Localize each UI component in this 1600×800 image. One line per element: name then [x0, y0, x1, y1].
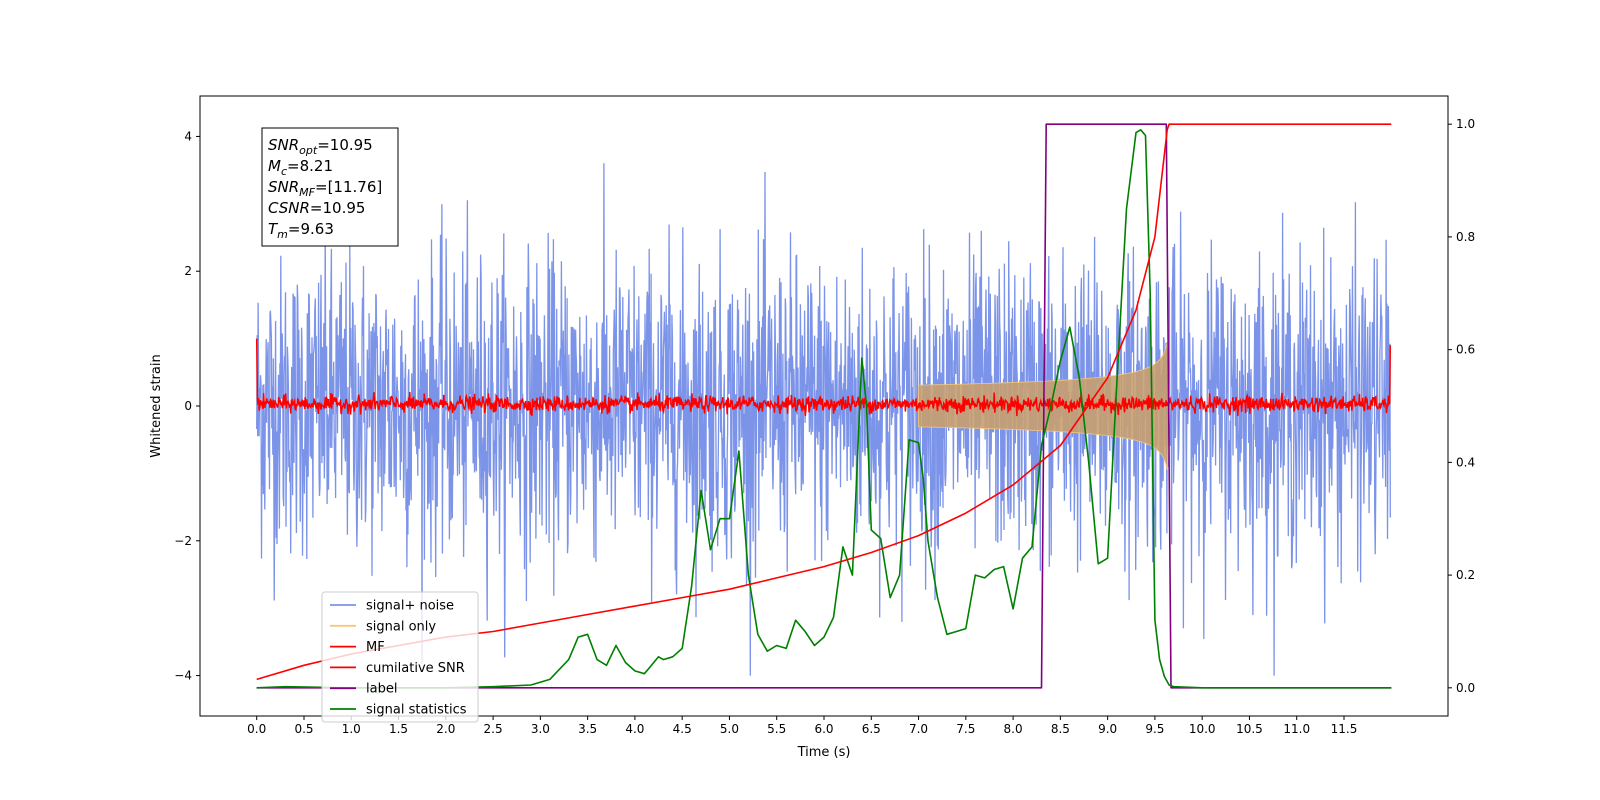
x-tick-label: 9.5: [1145, 722, 1164, 736]
x-tick-label: 1.0: [342, 722, 361, 736]
y2-tick-label: 0.8: [1456, 230, 1475, 244]
x-tick-label: 10.0: [1189, 722, 1216, 736]
legend-label: signal only: [366, 619, 436, 634]
x-tick-label: 3.0: [531, 722, 550, 736]
stats-annotation-box: SNRopt=10.95Mc=8.21SNRMF=[11.76]CSNR=10.…: [261, 127, 399, 247]
x-tick-label: 6.0: [814, 722, 833, 736]
y-axis-label: Whitened strain: [149, 354, 164, 457]
x-tick-label: 5.5: [767, 722, 786, 736]
annotation-line: Tm=9.63: [268, 220, 334, 241]
legend-label: signal+ noise: [366, 599, 454, 614]
legend-label: MF: [366, 640, 385, 655]
series-signal-noise-line: [256, 163, 1391, 676]
x-tick-label: 5.0: [720, 722, 739, 736]
series-signal-statistics-line: [256, 129, 1392, 689]
x-tick-label: 2.0: [436, 722, 455, 736]
x-tick-label: 1.5: [389, 722, 408, 736]
legend: signal+ noise signal only MF cumilative SNR…: [321, 591, 479, 723]
annotation-line: Mc=8.21: [268, 157, 333, 178]
legend-label: label: [366, 682, 397, 697]
axes-layer: 0.0 0.5 1.0 1.5 2.0 2.5 3.0 3.5 4.0 4.5 5.0 5.5 6.0 6…: [174, 117, 1475, 736]
annotation-line: SNRMF=[11.76]: [268, 178, 382, 199]
annotation-line: SNRopt=10.95: [268, 136, 373, 157]
annotation-frame: [261, 127, 399, 247]
x-tick-label: 7.0: [909, 722, 928, 736]
legend-label: signal statistics: [366, 703, 467, 718]
y-tick-label: 2: [184, 264, 192, 278]
annotation-line: CSNR=10.95: [268, 199, 365, 217]
x-tick-label: 10.5: [1236, 722, 1263, 736]
x-tick-label: 6.5: [862, 722, 881, 736]
x-tick-label: 4.0: [625, 722, 644, 736]
x-tick-label: 9.0: [1098, 722, 1117, 736]
x-tick-label: 8.0: [1004, 722, 1023, 736]
x-tick-label: 7.5: [956, 722, 975, 736]
x-tick-label: 2.5: [484, 722, 503, 736]
series-mf-line: [255, 338, 1392, 417]
legend-label: cumilative SNR: [366, 661, 465, 676]
x-tick-label: 11.0: [1283, 722, 1310, 736]
y2-tick-label: 0.4: [1456, 455, 1475, 469]
x-tick-label: 11.5: [1331, 722, 1358, 736]
y2-tick-label: 0.0: [1456, 681, 1475, 695]
y-tick-label: 0: [184, 399, 192, 413]
y2-tick-label: 0.2: [1456, 568, 1475, 582]
x-tick-label: 3.5: [578, 722, 597, 736]
x-tick-label: 0.5: [294, 722, 313, 736]
y-tick-label: 4: [184, 129, 192, 143]
y2-tick-label: 1.0: [1456, 117, 1475, 131]
legend-frame: [321, 591, 479, 723]
y2-tick-label: 0.6: [1456, 343, 1475, 357]
x-tick-label: 4.5: [673, 722, 692, 736]
x-tick-label: 0.0: [247, 722, 266, 736]
x-axis-label: Time (s): [797, 745, 851, 760]
y-tick-label: −2: [174, 534, 192, 548]
y-tick-label: −4: [174, 669, 192, 683]
x-tick-label: 8.5: [1051, 722, 1070, 736]
